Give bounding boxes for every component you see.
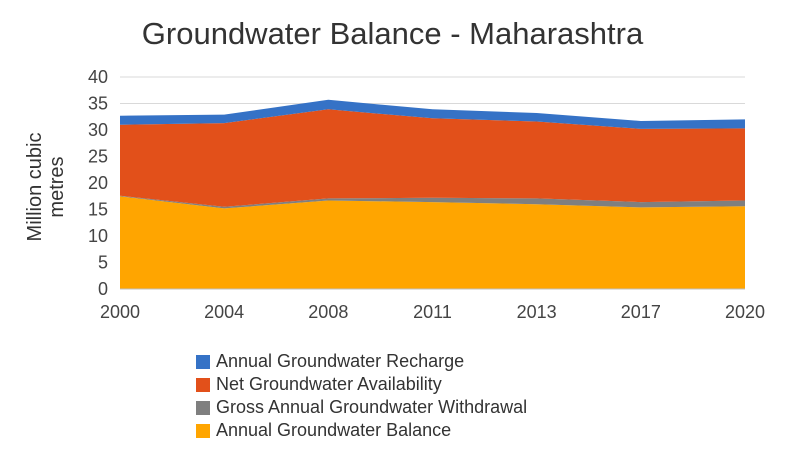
y-tick-label: 20 [88,173,108,193]
y-axis-title: Million cubic [24,133,46,242]
x-tick-label: 2000 [100,302,140,322]
area-annual-groundwater-recharge [120,99,745,129]
x-tick-label: 2020 [725,302,765,322]
legend-item: Annual Groundwater Recharge [196,350,527,373]
y-tick-label: 15 [88,200,108,220]
legend-item: Gross Annual Groundwater Withdrawal [196,396,527,419]
y-tick-label: 5 [98,253,108,273]
y-tick-label: 40 [88,67,108,87]
legend-swatch [196,400,210,415]
chart-title: Groundwater Balance - Maharashtra [141,16,644,51]
x-tick-label: 2004 [204,302,244,322]
x-tick-label: 2011 [413,302,452,322]
x-tick-label: 2017 [621,302,661,322]
y-tick-label: 35 [88,94,108,114]
legend-item: Annual Groundwater Balance [196,419,527,442]
area-net-groundwater-availability [120,109,745,207]
legend-item: Net Groundwater Availability [196,373,527,396]
y-axis-title: metres [46,156,68,217]
y-tick-label: 0 [98,279,108,299]
area-annual-groundwater-balance [120,196,745,289]
area-gross-annual-groundwater-withdrawal [120,195,745,209]
x-tick-label: 2008 [308,302,348,322]
legend-label: Annual Groundwater Recharge [216,351,465,371]
legend-label: Annual Groundwater Balance [216,420,452,440]
y-tick-label: 30 [88,120,108,140]
legend-swatch [196,377,210,392]
y-tick-label: 25 [88,147,108,167]
legend-swatch [196,354,210,369]
x-tick-label: 2013 [517,302,557,322]
y-tick-label: 10 [88,226,108,246]
legend-label: Gross Annual Groundwater Withdrawal [216,397,528,417]
chart-legend: Annual Groundwater Recharge Net Groundwat… [196,350,527,442]
legend-label: Net Groundwater Availability [216,374,442,394]
legend-swatch [196,423,210,438]
